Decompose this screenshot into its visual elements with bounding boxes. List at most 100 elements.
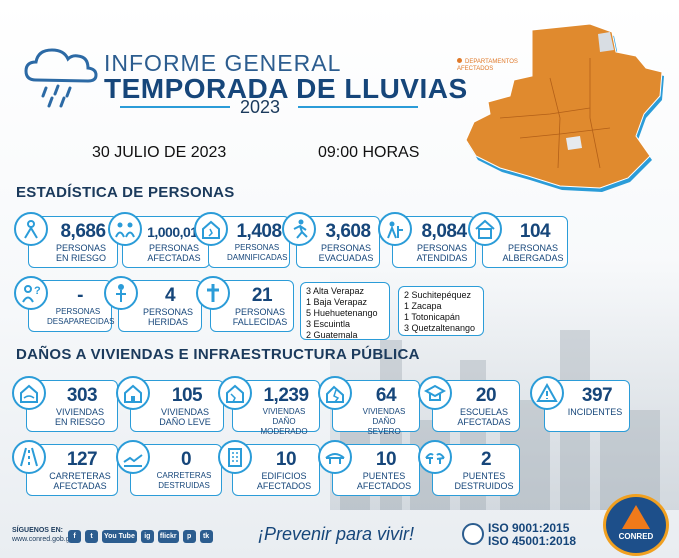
legend-dot-icon [457, 58, 462, 63]
people-value: 21 [251, 285, 273, 306]
people-section-title: ESTADÍSTICA DE PERSONAS [16, 184, 235, 201]
people-label: PERSONAS DAMNIFICADAS [227, 243, 288, 262]
cross-icon [196, 276, 230, 310]
follow-us-label: SÍGUENOS EN: [12, 527, 63, 534]
infra-card: 0 CARRETERAS DESTRUIDAS [130, 444, 222, 496]
infra-label: ESCUELAS AFECTADAS [457, 407, 511, 427]
people-value: - [77, 285, 83, 306]
infra-value: 303 [66, 385, 98, 406]
title-divider-left [120, 106, 230, 108]
people-group-icon [108, 212, 142, 246]
infra-value: 397 [581, 385, 613, 406]
dept-line: 1 Baja Verapaz [306, 297, 368, 307]
infrastructure-section-title: DAÑOS A VIVIENDAS E INFRAESTRUCTURA PÚBL… [16, 346, 420, 363]
people-label: PERSONAS ATENDIDAS [416, 243, 468, 263]
social-links: f t You Tube ig flickr p tk [68, 530, 213, 543]
infra-value: 105 [171, 385, 203, 406]
infra-value: 2 [480, 449, 492, 470]
pinterest-icon[interactable]: p [182, 530, 196, 543]
dept-line: 1 Totonicapán [404, 312, 460, 322]
incident-icon [530, 376, 564, 410]
infra-label: PUENTES DESTRUIDOS [454, 471, 514, 491]
attended-people-icon [378, 212, 412, 246]
people-label: PERSONAS EN RIESGO [55, 243, 106, 263]
infra-label: EDIFICIOS AFECTADOS [256, 471, 312, 491]
iso-45001: ISO 45001:2018 [488, 534, 577, 548]
injured-by-department: 2 Suchitepéquez 1 Zacapa 1 Totonicapán 3… [398, 286, 484, 336]
iso-seal-icon [462, 523, 484, 545]
house-light-damage-icon [116, 376, 150, 410]
bridge-destroyed-icon [418, 440, 452, 474]
tiktok-icon[interactable]: tk [199, 530, 213, 543]
infra-value: 10 [375, 449, 397, 470]
infra-label: INCIDENTES [567, 407, 623, 417]
title-line-2: TEMPORADA DE LLUVIAS [104, 73, 468, 104]
infra-label: VIVIENDAS DAÑO LEVE [159, 407, 211, 427]
dept-line: 1 Zacapa [404, 301, 442, 311]
shelter-icon [468, 212, 502, 246]
map-legend-label: DEPARTAMENTOS AFECTADOS [457, 59, 518, 72]
iso-certifications: ISO 9001:2015 ISO 45001:2018 [488, 522, 576, 548]
infra-label: CARRETERAS AFECTADAS [49, 471, 111, 491]
house-risk-icon [12, 376, 46, 410]
rain-person-icon [14, 212, 48, 246]
dept-line: 3 Escuintla [306, 319, 351, 329]
dept-line: 3 Alta Verapaz [306, 286, 365, 296]
people-card: 8,084 PERSONAS ATENDIDAS [392, 216, 476, 268]
building-icon [218, 440, 252, 474]
people-value: 8,686 [60, 221, 106, 242]
flickr-icon[interactable]: flickr [157, 530, 179, 543]
people-value: 3,608 [325, 221, 371, 242]
rain-cloud-icon [24, 48, 98, 108]
facebook-icon[interactable]: f [68, 530, 81, 543]
follow-us: SÍGUENOS EN: www.conred.gob.gt [12, 526, 72, 544]
website-link[interactable]: www.conred.gob.gt [12, 536, 72, 543]
infra-card: 2 PUENTES DESTRUIDOS [432, 444, 520, 496]
guatemala-map [465, 23, 664, 192]
infra-value: 127 [66, 449, 98, 470]
conred-logo [603, 494, 669, 556]
infra-label: VIVIENDAS EN RIESGO [54, 407, 105, 427]
dept-line: 3 Quetzaltenango [404, 323, 476, 333]
injured-person-icon [104, 276, 138, 310]
conred-triangle-icon [622, 505, 650, 529]
title-line-1: INFORME GENERAL [104, 50, 342, 76]
infra-label: VIVIENDAS DAÑO MODERADO [260, 407, 308, 436]
people-value: 8,084 [421, 221, 467, 242]
title-divider-right [298, 106, 418, 108]
dept-line: 5 Huehuetenango [306, 308, 378, 318]
infra-value: 0 [180, 449, 192, 470]
people-label: PERSONAS FALLECIDAS [232, 307, 288, 327]
people-value: 1,000,018 [147, 224, 205, 240]
infra-label: CARRETERAS DESTRUIDAS [156, 471, 212, 490]
dept-line: 2 Guatemala [306, 330, 358, 340]
deceased-by-department: 3 Alta Verapaz 1 Baja Verapaz 5 Huehuete… [300, 282, 390, 340]
infra-value: 1,239 [263, 385, 309, 406]
school-icon [418, 376, 452, 410]
people-value: 4 [164, 285, 176, 306]
house-severe-damage-icon [318, 376, 352, 410]
dept-line: 2 Suchitepéquez [404, 290, 472, 300]
report-date: 30 JULIO DE 2023 [92, 144, 227, 161]
damaged-house-icon [194, 212, 228, 246]
svg-text:?: ? [34, 285, 41, 297]
infra-value: 64 [375, 385, 397, 406]
road-destroyed-icon [116, 440, 150, 474]
people-card: 8,686 PERSONAS EN RIESGO [28, 216, 118, 268]
map-legend: DEPARTAMENTOS AFECTADOS [457, 58, 527, 73]
people-label: PERSONAS EVACUADAS [318, 243, 374, 263]
iso-9001: ISO 9001:2015 [488, 521, 570, 535]
people-label: PERSONAS AFECTADAS [147, 243, 201, 263]
youtube-icon[interactable]: You Tube [102, 530, 137, 543]
title-year: 2023 [240, 97, 281, 117]
instagram-icon[interactable]: ig [140, 530, 154, 543]
infra-label: VIVIENDAS DAÑO SEVERO [362, 407, 406, 436]
house-moderate-damage-icon [218, 376, 252, 410]
infra-value: 10 [275, 449, 297, 470]
infra-value: 20 [475, 385, 497, 406]
infra-label: PUENTES AFECTADOS [356, 471, 412, 491]
road-icon [12, 440, 46, 474]
people-label: PERSONAS HERIDAS [142, 307, 193, 327]
twitter-icon[interactable]: t [85, 530, 98, 543]
conred-logo-text: CONRED [618, 532, 654, 541]
